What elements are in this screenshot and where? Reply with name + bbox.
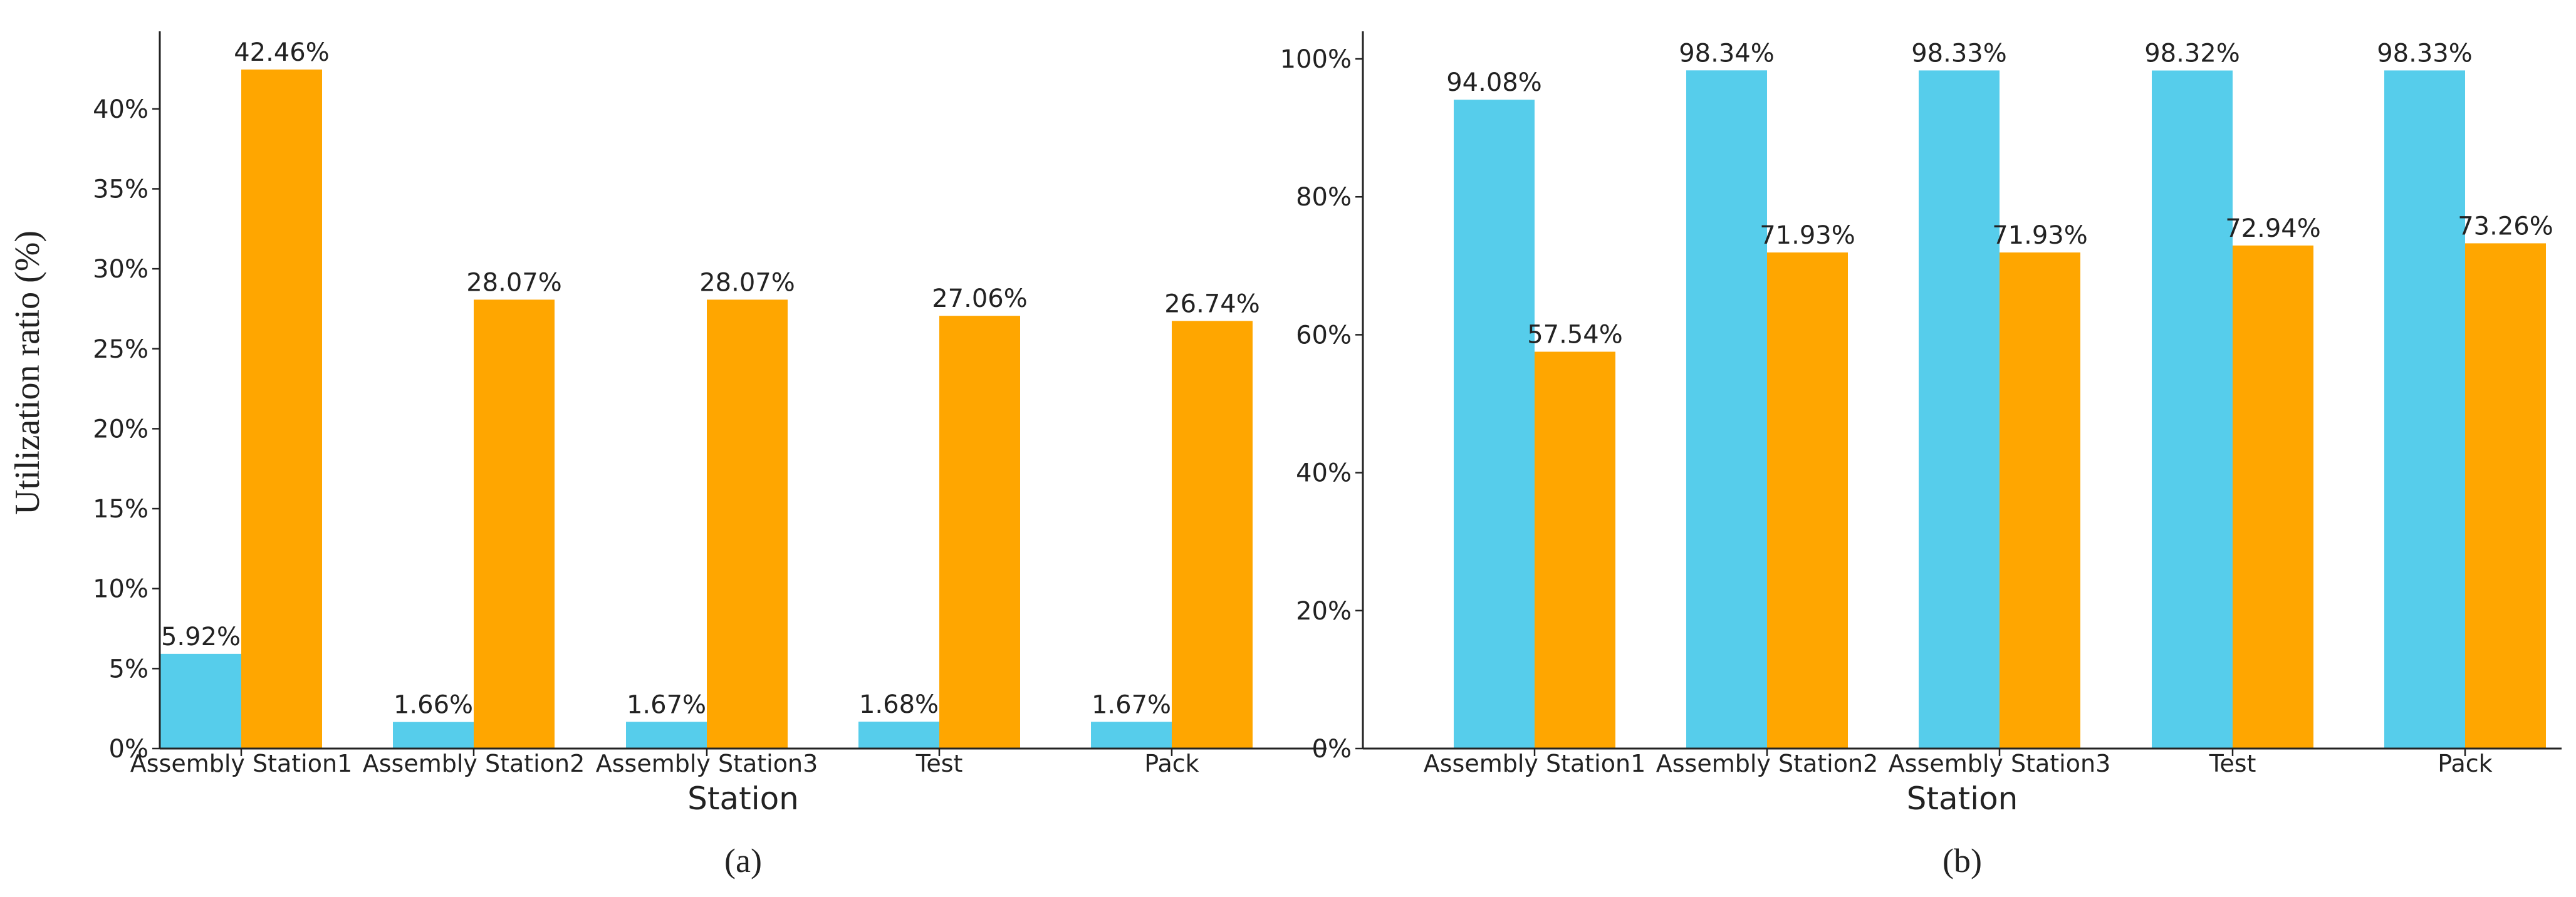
y-tick-label: 20% (1296, 597, 1352, 626)
x-axis-title: Station (1907, 780, 2018, 817)
bar-series1-5 (1091, 722, 1172, 749)
bar-series1-4 (2152, 70, 2233, 749)
y-tick-label: 0% (1312, 735, 1352, 764)
bar-series2-1 (1535, 351, 1615, 749)
data-label: 71.93% (1760, 221, 1855, 250)
panel-label: (a) (724, 842, 762, 879)
data-label: 26.74% (1164, 289, 1260, 318)
bar-series1-3 (1919, 70, 2000, 749)
bar-series2-3 (2000, 252, 2080, 749)
bar-series1-4 (858, 722, 939, 749)
bar-series2-5 (2465, 243, 2546, 749)
bar-series1-1 (160, 653, 241, 749)
data-label: 1.66% (394, 691, 473, 720)
data-label: 71.93% (1992, 221, 2088, 250)
data-label: 1.67% (1092, 690, 1171, 719)
data-label: 57.54% (1527, 321, 1623, 350)
x-axis-title: Station (687, 780, 799, 817)
y-tick-label: 15% (93, 495, 149, 524)
y-tick-label: 20% (93, 415, 149, 443)
x-tick-label: Assembly Station3 (596, 750, 818, 777)
data-label: 94.08% (1446, 68, 1542, 97)
bar-series2-5 (1172, 321, 1253, 749)
y-axis-label-left: Utilization ratio (%) (8, 231, 47, 515)
data-label: 28.07% (699, 268, 795, 297)
y-tick-label: 0% (109, 735, 149, 764)
data-label: 5.92% (161, 623, 241, 651)
bar-series1-1 (1454, 100, 1535, 749)
bar-series1-2 (393, 722, 474, 749)
bar-series2-2 (1767, 252, 1848, 749)
bar-series2-4 (2233, 245, 2313, 749)
bar-series2-1 (241, 70, 322, 749)
chart-panel-a: 5.92% 1.66% 1.67% 1.68% 1.67% 42.46% 28.07% 28.… (93, 31, 1327, 879)
x-tick-label: Assembly Station2 (363, 750, 585, 777)
x-tick-label: Assembly Station1 (1424, 750, 1646, 777)
y-tick-label: 40% (1296, 459, 1352, 488)
bar-series2-2 (474, 299, 555, 749)
bar-series2-4 (939, 316, 1020, 749)
x-tick-label: Pack (2438, 750, 2492, 777)
y-tick-label: 35% (93, 175, 149, 204)
x-tick-label: Pack (1144, 750, 1199, 777)
y-tick-label: 10% (93, 575, 149, 604)
y-tick-label: 25% (93, 335, 149, 364)
data-label: 72.94% (2225, 214, 2321, 243)
x-tick-label: Test (915, 750, 963, 777)
data-label: 73.26% (2458, 212, 2553, 241)
y-tick-label: 30% (93, 255, 149, 284)
bar-series1-2 (1686, 70, 1767, 749)
data-label: 98.32% (2144, 39, 2240, 68)
y-tick-label: 5% (109, 655, 149, 683)
x-tick-label: Assembly Station3 (1889, 750, 2111, 777)
data-label: 1.67% (627, 690, 706, 719)
data-label: 42.46% (234, 38, 330, 67)
chart-panel-b: 94.08% 98.34% 98.33% 98.32% 98.33% 57.54% 71.9… (1280, 31, 2562, 879)
data-label: 98.33% (2377, 39, 2473, 68)
x-tick-label: Assembly Station1 (130, 750, 353, 777)
y-tick-label: 80% (1296, 183, 1352, 212)
bar-series2-3 (707, 299, 788, 749)
y-tick-label: 40% (93, 95, 149, 124)
panel-label: (b) (1942, 842, 1982, 879)
data-label: 1.68% (859, 690, 939, 719)
x-tick-label: Test (2209, 750, 2256, 777)
y-tick-label: 60% (1296, 321, 1352, 350)
data-label: 98.33% (1911, 39, 2007, 68)
data-label: 27.06% (932, 284, 1028, 313)
data-label: 98.34% (1679, 39, 1775, 68)
bar-series1-5 (2384, 70, 2465, 749)
bar-series1-3 (626, 722, 707, 749)
y-tick-label: 100% (1280, 45, 1352, 74)
x-tick-label: Assembly Station2 (1656, 750, 1879, 777)
data-label: 28.07% (466, 268, 562, 297)
